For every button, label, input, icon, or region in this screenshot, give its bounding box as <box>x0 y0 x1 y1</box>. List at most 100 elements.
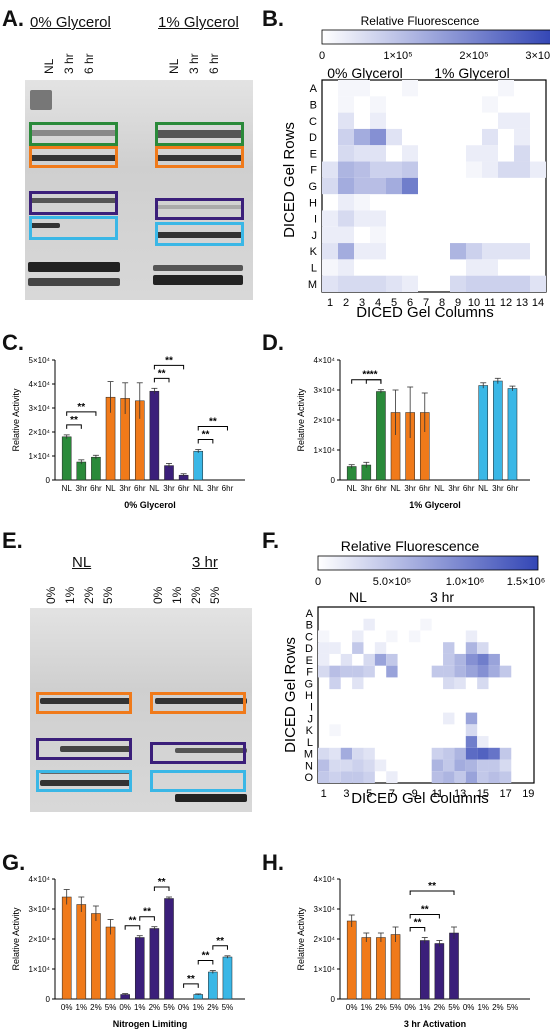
bar <box>376 391 386 481</box>
x-tick-label: 0% <box>404 1003 416 1012</box>
colorbar-tick: 3×10⁵ <box>525 50 550 62</box>
gel-image-a <box>25 80 253 300</box>
heatmap-cell <box>498 80 514 97</box>
heatmap-cell <box>482 243 498 260</box>
bar <box>376 937 386 1000</box>
heatmap-cell <box>322 243 338 260</box>
box-green-1 <box>155 122 244 146</box>
heatmap-row-label: J <box>308 713 314 725</box>
heatmap-col-label: 10 <box>468 297 480 309</box>
heatmap-cell <box>370 145 386 162</box>
heatmap-cell <box>443 653 455 666</box>
heatmap-cell <box>499 771 512 783</box>
heatmap-col-label: 9 <box>455 297 461 309</box>
colorbar <box>317 555 539 571</box>
significance-label: ** <box>143 907 151 918</box>
heatmap-cell <box>338 226 354 244</box>
heatmap-cell <box>465 747 478 760</box>
heatmap-cell <box>514 145 530 162</box>
x-tick-label: 1% <box>477 1003 489 1012</box>
heatmap-cell <box>386 128 402 146</box>
y-tick-label: 2×10⁴ <box>29 428 51 437</box>
heatmap-cell <box>477 747 489 760</box>
x-tick-label: 6hr <box>222 484 234 493</box>
heatmap-cell <box>338 177 354 195</box>
heatmap-cell <box>370 243 386 260</box>
heatmap-row-label: D <box>305 643 313 655</box>
bar <box>164 898 174 1000</box>
x-tick-label: 1% <box>134 1003 146 1012</box>
bar <box>91 456 101 481</box>
x-tick-label: 6hr <box>134 484 146 493</box>
heatmap-cell <box>431 665 444 678</box>
gel-e-condition-1: 3 hr <box>192 554 218 571</box>
heatmap-row-label: M <box>308 279 317 291</box>
heatmap-cell <box>329 642 341 654</box>
box-orange-e0 <box>36 692 132 714</box>
heatmap-ylabel: DICED Gel Rows <box>282 637 299 753</box>
heatmap-cell <box>354 210 370 227</box>
heatmap-cell <box>338 194 354 211</box>
gel-band <box>40 780 132 786</box>
heatmap-cell <box>402 145 418 162</box>
y-tick-label: 4×10⁴ <box>314 356 336 365</box>
panel-label-g: G. <box>2 850 26 875</box>
box-cyan-e0 <box>36 770 132 792</box>
heatmap-cell <box>322 161 338 178</box>
heatmap-cell <box>329 759 341 772</box>
bar <box>449 932 459 1000</box>
significance-label: ** <box>414 918 422 929</box>
x-tick-label: NL <box>390 484 401 493</box>
heatmap-cell <box>363 759 375 772</box>
gel-band <box>28 262 120 272</box>
heatmap-cell <box>465 759 478 772</box>
box-green-0 <box>29 122 118 146</box>
heatmap-cell <box>488 747 500 760</box>
heatmap-cell <box>488 759 500 772</box>
heatmap-col-label: 11 <box>432 788 443 800</box>
gel-e-lane-0: 0% <box>44 586 58 604</box>
box-orange-0 <box>29 146 118 168</box>
heatmap-cell <box>340 665 353 678</box>
y-tick-label: 4×10⁴ <box>29 380 51 389</box>
x-tick-label: 5% <box>163 1003 175 1012</box>
x-tick-label: 2% <box>492 1003 504 1012</box>
gel-a-condition-0: 0% Glycerol <box>30 14 111 31</box>
heatmap-cell <box>477 771 489 783</box>
x-tick-label: 0% <box>346 1003 358 1012</box>
heatmap-cell <box>454 759 466 772</box>
heatmap-cell <box>402 275 418 292</box>
box-purple-e0 <box>36 738 132 760</box>
bar <box>91 913 101 1000</box>
y-tick-label: 0 <box>331 995 336 1004</box>
panel-label-h: H. <box>262 850 284 875</box>
heatmap-cell <box>530 161 546 178</box>
significance-bracket <box>66 424 82 429</box>
x-tick-label: NL <box>434 484 445 493</box>
heatmap-cell <box>454 771 466 783</box>
x-tick-label: NL <box>62 484 73 493</box>
heatmap-cell <box>466 243 482 260</box>
heatmap-row-label: E <box>306 655 313 667</box>
heatmap-cell <box>482 128 498 146</box>
panel-label-e: E. <box>2 528 23 553</box>
x-tick-label: 1% <box>192 1003 204 1012</box>
heatmap-cell <box>402 177 418 195</box>
gel-band <box>40 698 132 704</box>
bar <box>61 896 72 1000</box>
x-tick-label: 0% <box>463 1003 475 1012</box>
heatmap-cell <box>329 747 341 760</box>
heatmap-cell <box>354 161 370 178</box>
x-tick-label: NL <box>347 484 358 493</box>
heatmap-row-label: G <box>308 181 317 193</box>
heatmap-col-label: 17 <box>499 788 511 800</box>
gel-band <box>155 155 243 161</box>
heatmap-cell <box>352 665 364 678</box>
heatmap-col-label: 5 <box>366 788 372 800</box>
bar-chart-h: 0 1×10⁴ 2×10⁴ 3×10⁴ 4×10⁴ Relative Activity 0%… <box>296 875 530 1029</box>
y-tick-label: 0 <box>46 995 51 1004</box>
heatmap-row-label: J <box>312 230 318 242</box>
bar <box>346 466 357 481</box>
heatmap-cell <box>363 653 375 666</box>
x-tick-label: 1% <box>361 1003 373 1012</box>
